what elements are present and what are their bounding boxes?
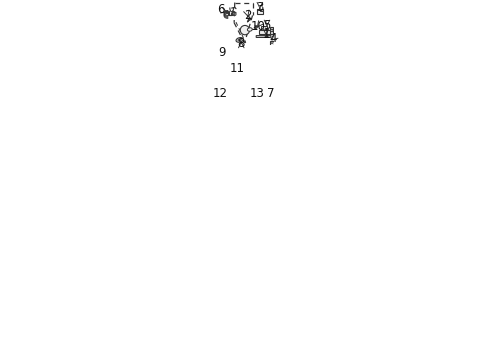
Polygon shape <box>259 30 272 34</box>
Polygon shape <box>238 55 241 59</box>
Text: 8: 8 <box>237 37 244 50</box>
Polygon shape <box>265 85 273 94</box>
Text: 4: 4 <box>268 32 276 45</box>
Polygon shape <box>270 27 273 34</box>
Polygon shape <box>227 11 232 15</box>
Text: 3: 3 <box>256 1 263 14</box>
Polygon shape <box>217 85 223 91</box>
Polygon shape <box>237 76 241 80</box>
Text: 5: 5 <box>263 19 270 32</box>
Text: 13: 13 <box>249 87 264 100</box>
Polygon shape <box>232 11 236 15</box>
Polygon shape <box>256 36 270 37</box>
Ellipse shape <box>236 37 243 42</box>
Text: 6: 6 <box>217 3 224 17</box>
Circle shape <box>270 29 273 32</box>
Text: 11: 11 <box>229 62 244 75</box>
Text: 9: 9 <box>218 46 225 59</box>
Polygon shape <box>259 84 263 88</box>
Polygon shape <box>247 17 250 22</box>
Polygon shape <box>221 86 224 88</box>
Circle shape <box>240 26 249 35</box>
Text: 10: 10 <box>250 20 264 33</box>
Polygon shape <box>261 26 266 30</box>
Polygon shape <box>269 41 274 47</box>
Polygon shape <box>258 93 270 95</box>
Text: 2: 2 <box>244 9 251 22</box>
Text: 7: 7 <box>266 87 274 100</box>
Ellipse shape <box>247 28 252 31</box>
Text: 12: 12 <box>212 87 227 100</box>
Polygon shape <box>260 9 263 11</box>
Text: 1: 1 <box>262 27 269 41</box>
Polygon shape <box>256 9 263 14</box>
